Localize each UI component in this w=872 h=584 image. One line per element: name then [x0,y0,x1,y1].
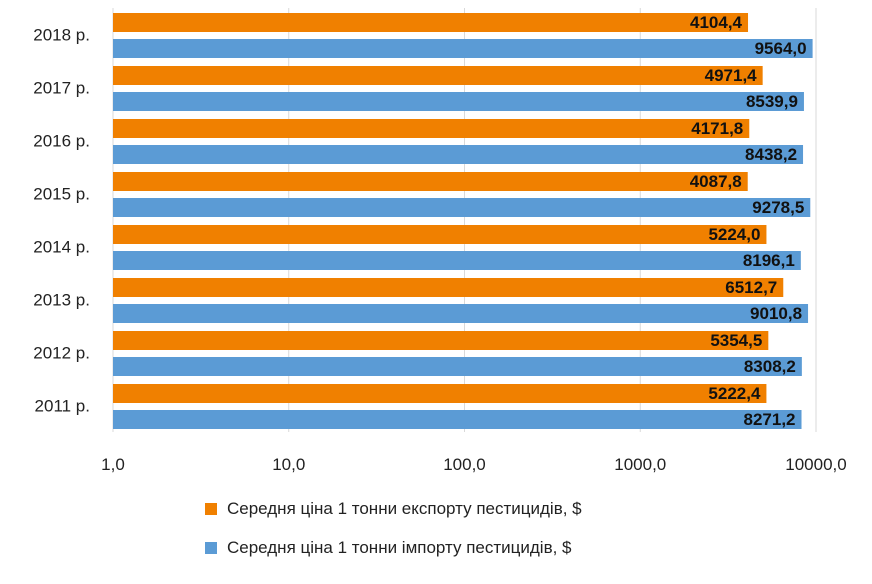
export-bar [113,119,750,138]
export-bar [113,13,749,32]
export-bar [113,331,769,350]
export-data-label: 5354,5 [710,331,762,350]
y-category-label: 2013 р. [33,291,90,310]
x-tick-label: 10000,0 [785,455,846,474]
import-data-label: 9564,0 [755,39,807,58]
import-bar [113,357,802,376]
x-tick-label: 1000,0 [614,455,666,474]
legend-import-swatch [205,542,217,554]
import-data-label: 8271,2 [744,410,796,429]
export-data-label: 5222,4 [708,384,761,403]
x-tick-label: 10,0 [272,455,305,474]
export-data-label: 4171,8 [691,119,743,138]
legend-import: Середня ціна 1 тонни імпорту пестицидів,… [205,538,572,558]
export-data-label: 5224,0 [708,225,760,244]
y-category-label: 2011 р. [35,397,90,416]
y-category-label: 2012 р. [33,344,90,363]
import-data-label: 8308,2 [744,357,796,376]
import-bar [113,92,804,111]
export-data-label: 6512,7 [725,278,777,297]
export-bar [113,278,784,297]
export-bar [113,172,748,191]
y-category-label: 2015 р. [33,185,90,204]
import-bar [113,198,811,217]
y-category-label: 2014 р. [33,238,90,257]
legend-export: Середня ціна 1 тонни експорту пестицидів… [205,499,582,519]
import-data-label: 8196,1 [743,251,795,270]
export-data-label: 4971,4 [705,66,758,85]
export-data-label: 4104,4 [690,13,743,32]
import-data-label: 8539,9 [746,92,798,111]
y-category-label: 2018 р. [33,26,90,45]
legend-export-label: Середня ціна 1 тонни експорту пестицидів… [227,499,582,518]
import-bar [113,251,801,270]
bar-chart: 1,0 10,0 100,0 1000,0 10000,0 2018 р. 4104,4 95… [33,8,847,474]
import-data-label: 9010,8 [750,304,802,323]
export-data-label: 4087,8 [690,172,742,191]
legend-import-label: Середня ціна 1 тонни імпорту пестицидів,… [227,538,572,557]
legend-export-swatch [205,503,217,515]
import-data-label: 9278,5 [752,198,804,217]
import-bar [113,39,813,58]
x-tick-label: 100,0 [443,455,486,474]
y-category-label: 2016 р. [33,132,90,151]
import-bar [113,304,809,323]
import-bar [113,410,802,429]
x-tick-label: 1,0 [101,455,125,474]
y-category-label: 2017 р. [33,79,90,98]
export-bar [113,66,763,85]
import-data-label: 8438,2 [745,145,797,164]
export-bar [113,225,767,244]
import-bar [113,145,804,164]
export-bar [113,384,767,403]
